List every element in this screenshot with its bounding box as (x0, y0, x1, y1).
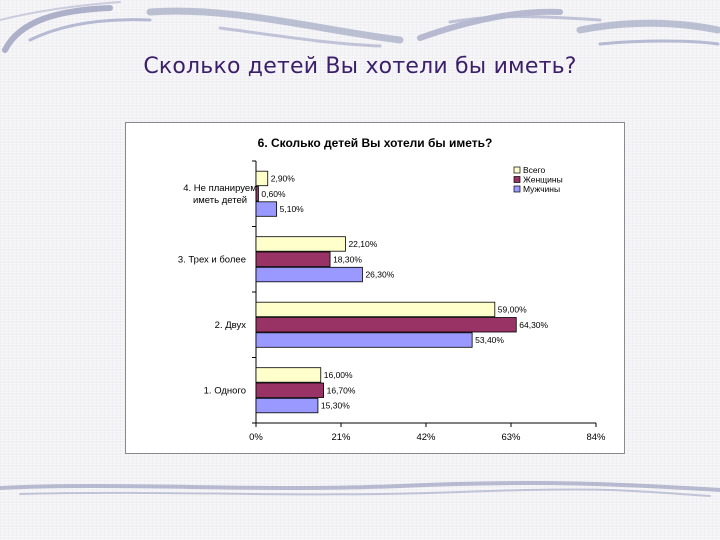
value-label: 5,10% (280, 204, 305, 214)
x-tick-label: 84% (586, 432, 606, 443)
legend-label-men: Мужчины (523, 184, 560, 194)
bar-women (255, 317, 517, 333)
category-label: 1. Одного (204, 385, 246, 396)
slide-title: Сколько детей Вы хотели бы иметь? (143, 54, 577, 79)
bar-all (255, 236, 346, 252)
chart-title: 6. Сколько детей Вы хотели бы иметь? (258, 136, 493, 150)
bar-men (255, 266, 363, 283)
value-label: 18,30% (333, 254, 362, 264)
x-tick-label: 63% (501, 432, 521, 443)
bar-women (255, 382, 324, 398)
value-label: 26,30% (365, 270, 394, 280)
value-label: 15,30% (321, 401, 350, 411)
bar-chart: 6. Сколько детей Вы хотели бы иметь? 0% 2… (178, 136, 606, 443)
chart-frame: 6. Сколько детей Вы хотели бы иметь? 0% 2… (125, 122, 625, 454)
legend-label-women: Женщины (523, 175, 563, 185)
legend-swatch-men (513, 185, 521, 193)
value-label: 2,90% (271, 173, 296, 183)
value-label: 16,00% (324, 370, 353, 380)
bar-men (255, 201, 278, 217)
x-tick-label: 42% (416, 432, 436, 443)
decorative-brush-strokes-bottom (0, 481, 720, 497)
value-label: 64,30% (519, 320, 548, 330)
legend-swatch-all (513, 166, 521, 174)
category-label: 2. Двух (215, 320, 247, 331)
value-label: 59,00% (498, 304, 527, 314)
bar-all (255, 367, 322, 383)
category-label: 3. Трех и более (178, 254, 246, 265)
x-tick-label: 0% (249, 432, 263, 443)
legend-swatch-women (513, 176, 521, 183)
bar-all (255, 170, 269, 187)
category-label: 4. Не планируем иметь детей (183, 183, 257, 206)
bar-women (255, 186, 259, 202)
value-label: 53,40% (475, 335, 504, 345)
value-label: 0,60% (261, 189, 286, 199)
bar-all (255, 301, 496, 318)
decorative-brush-strokes-top (0, 1, 720, 53)
x-tick-label: 21% (331, 432, 351, 443)
bar-men (255, 397, 319, 414)
value-label: 22,10% (348, 239, 377, 249)
legend-label-all: Всего (523, 165, 546, 175)
bar-women (255, 251, 331, 267)
bar-men (255, 332, 473, 348)
value-label: 16,70% (327, 385, 356, 395)
